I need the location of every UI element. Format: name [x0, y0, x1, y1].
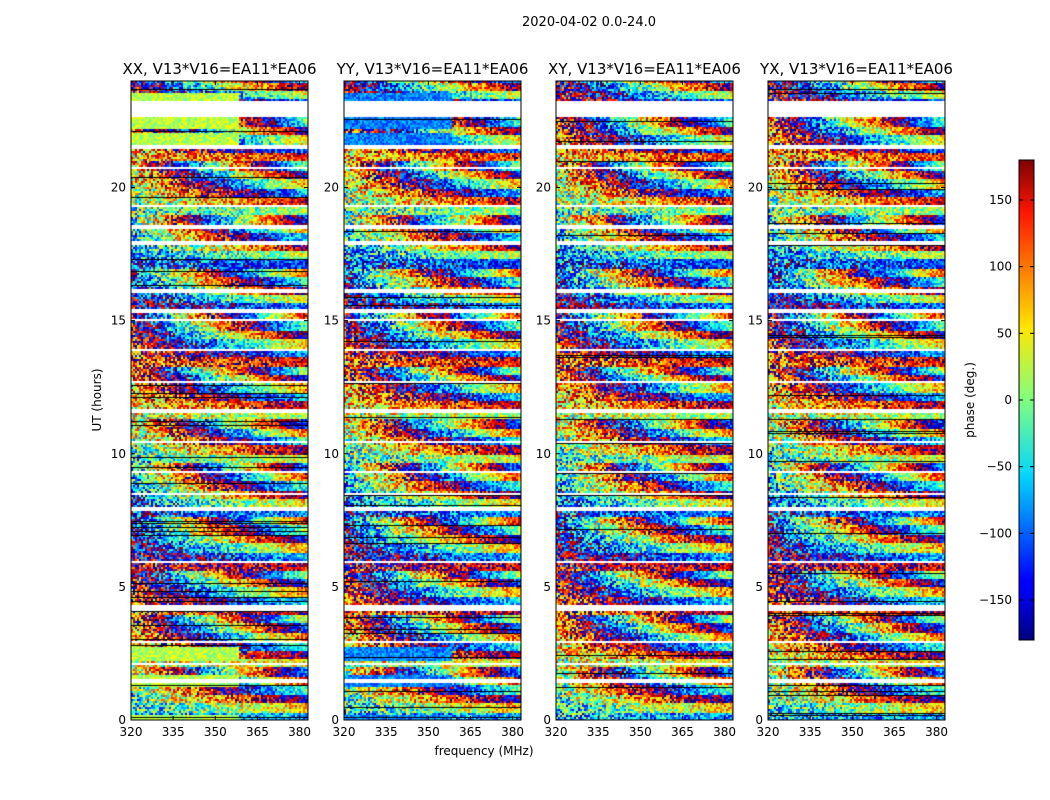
colorbar-tick-label: −50	[987, 460, 1012, 474]
heatmap-xy	[556, 81, 733, 720]
y-tick-label: 15	[536, 314, 551, 328]
panel-yy: YY, V13*V16=EA11*EA06 320 335 350 365 380 0 5 10…	[324, 60, 529, 739]
y-tick-label: 15	[111, 314, 126, 328]
colorbar-tick-label: −150	[979, 593, 1012, 607]
x-tick-label: 365	[671, 725, 694, 739]
panel-xy: XY, V13*V16=EA11*EA06 320 335 350 365 380 0 5 10…	[536, 60, 741, 739]
panel-title: XY, V13*V16=EA11*EA06	[548, 60, 741, 78]
x-tick-label: 350	[629, 725, 652, 739]
y-tick-label: 5	[543, 580, 551, 594]
colorbar-tick-label: −100	[979, 526, 1012, 540]
colorbar-tick-label: 50	[997, 326, 1012, 340]
panel-frame	[767, 80, 946, 721]
y-tick-label: 15	[324, 314, 339, 328]
x-axis-label: frequency (MHz)	[434, 744, 533, 758]
x-tick-label: 380	[501, 725, 524, 739]
x-tick-label: 335	[162, 725, 185, 739]
x-tick-label: 335	[799, 725, 822, 739]
panels: XX, V13*V16=EA11*EA06 320 335 350 365 380 0 5 10…	[111, 60, 953, 739]
y-tick-label: 20	[111, 181, 126, 195]
x-tick-label: 365	[883, 725, 906, 739]
colorbar-tick-label: 100	[989, 260, 1012, 274]
y-tick-label: 10	[111, 447, 126, 461]
y-tick-label: 0	[331, 713, 339, 727]
panel-frame	[555, 80, 734, 721]
x-tick-label: 335	[587, 725, 610, 739]
heatmap-xx	[131, 81, 308, 720]
x-tick-label: 320	[120, 725, 143, 739]
x-tick-label: 380	[713, 725, 736, 739]
y-tick-label: 20	[324, 181, 339, 195]
x-tick-label: 380	[925, 725, 948, 739]
colorbar-tick-label: 150	[989, 193, 1012, 207]
y-axis-label: UT (hours)	[90, 368, 104, 431]
panel-frame	[343, 80, 522, 721]
y-tick-label: 20	[536, 181, 551, 195]
colorbar: −150 −100 −50 0 50 100 150 phase (deg.)	[963, 159, 1035, 641]
x-tick-label: 380	[288, 725, 311, 739]
x-tick-label: 365	[459, 725, 482, 739]
x-tick-label: 320	[545, 725, 568, 739]
y-tick-label: 10	[748, 447, 763, 461]
y-tick-label: 0	[118, 713, 126, 727]
y-tick-label: 10	[536, 447, 551, 461]
x-tick-label: 365	[246, 725, 269, 739]
y-tick-label: 15	[748, 314, 763, 328]
colorbar-label: phase (deg.)	[963, 362, 977, 438]
heatmap-yy	[344, 81, 521, 720]
y-tick-label: 10	[324, 447, 339, 461]
panel-title: YX, V13*V16=EA11*EA06	[759, 60, 953, 78]
y-tick-label: 5	[331, 580, 339, 594]
x-tick-label: 350	[841, 725, 864, 739]
y-tick-label: 5	[755, 580, 763, 594]
panel-yx: YX, V13*V16=EA11*EA06 320 335 350 365 380 0 5 10…	[748, 60, 953, 739]
heatmap-yx	[768, 81, 945, 720]
panel-frame	[130, 80, 309, 721]
figure-title: 2020-04-02 0.0-24.0	[522, 15, 656, 30]
y-tick-label: 0	[755, 713, 763, 727]
colorbar-tick-label: 0	[1004, 393, 1012, 407]
y-tick-label: 0	[543, 713, 551, 727]
x-tick-label: 350	[417, 725, 440, 739]
y-tick-label: 20	[748, 181, 763, 195]
x-tick-label: 320	[757, 725, 780, 739]
x-tick-label: 350	[204, 725, 227, 739]
x-tick-label: 320	[333, 725, 356, 739]
panel-title: YY, V13*V16=EA11*EA06	[336, 60, 529, 78]
panel-xx: XX, V13*V16=EA11*EA06 320 335 350 365 380 0 5 10…	[111, 60, 317, 739]
x-tick-label: 335	[375, 725, 398, 739]
panel-title: XX, V13*V16=EA11*EA06	[122, 60, 316, 78]
y-tick-label: 5	[118, 580, 126, 594]
